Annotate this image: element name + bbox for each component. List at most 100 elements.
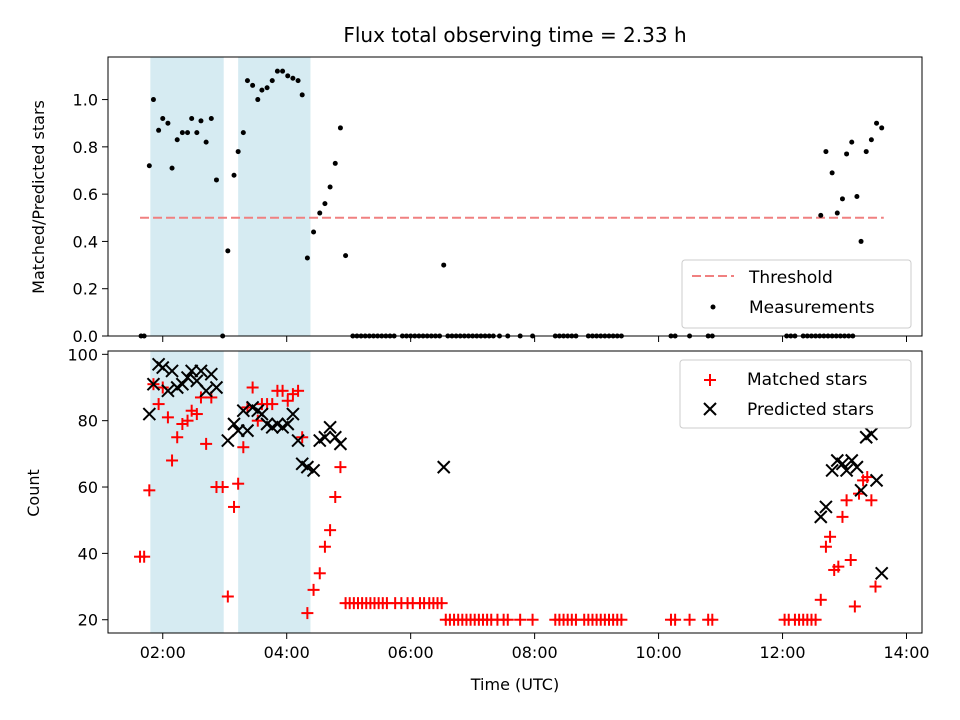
predicted-stars-point xyxy=(180,370,195,385)
y-tick-label: 0.0 xyxy=(73,327,98,346)
measurement-point xyxy=(231,172,237,178)
measurement-point xyxy=(189,115,195,121)
matched-stars-point xyxy=(138,550,151,563)
measurement-point xyxy=(179,130,185,136)
measurement-point xyxy=(854,194,860,199)
predicted-stars-point xyxy=(156,360,170,375)
predicted-stars-point xyxy=(869,473,884,488)
predicted-stars-point xyxy=(825,463,839,478)
matched-stars-point xyxy=(232,477,245,490)
matched-stars-point xyxy=(669,613,682,626)
matched-stars-point xyxy=(865,494,878,507)
measurement-point xyxy=(156,127,162,133)
matched-stars-point xyxy=(848,600,861,613)
matched-stars-point xyxy=(190,408,203,421)
measurement-point xyxy=(858,238,864,244)
count-panel: 20 40 60 80 100 02:00 04:00 06:00 08:00 10:00 12:… xyxy=(24,345,930,694)
legend-box xyxy=(681,259,912,329)
measurement-point xyxy=(823,149,829,155)
x-tick-label: 02:00 xyxy=(140,643,186,662)
y-tick-label: 40 xyxy=(78,544,98,563)
matched-stars-point xyxy=(819,540,832,553)
matched-stars-point xyxy=(221,590,234,603)
predicted-stars-point xyxy=(864,427,879,441)
measurement-point xyxy=(290,75,296,81)
legend-predicted-label: Predicted stars xyxy=(747,400,874,420)
matched-stars-point xyxy=(840,494,853,507)
measurement-point xyxy=(863,149,869,155)
predicted-stars-point xyxy=(437,460,451,474)
predicted-stars-point xyxy=(175,377,190,391)
x-axis-ticks xyxy=(162,336,908,342)
measurement-point xyxy=(244,78,250,84)
measurement-point xyxy=(441,262,447,268)
measurement-point xyxy=(146,163,152,169)
predicted-stars-point xyxy=(835,457,850,471)
matched-stars-point xyxy=(171,431,184,444)
measurement-point xyxy=(280,68,286,74)
measurement-point xyxy=(274,68,280,74)
y-tick-label: 0.2 xyxy=(73,280,98,299)
matched-stars-point xyxy=(329,490,342,503)
measurement-point xyxy=(194,130,200,136)
matched-stars-point xyxy=(318,540,331,553)
matched-stars-point xyxy=(216,481,229,494)
matched-stars-point xyxy=(276,384,289,397)
measurement-point xyxy=(208,115,214,121)
predicted-stars-point xyxy=(161,384,175,398)
matched-stars-point xyxy=(301,607,314,620)
x-tick-label: 06:00 xyxy=(388,643,434,662)
predicted-stars-point xyxy=(306,463,321,478)
measurement-point xyxy=(174,137,180,143)
matched-stars-point xyxy=(514,613,527,626)
legend-matched-swatch xyxy=(704,374,716,386)
matched-stars-point xyxy=(281,394,294,407)
measurement-point xyxy=(839,196,845,202)
x-tick-label: 04:00 xyxy=(264,643,310,662)
predicted-stars-point xyxy=(845,453,859,468)
measurement-point xyxy=(299,92,305,98)
plot-frame xyxy=(107,56,923,337)
matched-stars-point xyxy=(824,530,837,543)
predicted-stars-point xyxy=(142,407,157,421)
y-tick-label: 0.4 xyxy=(73,232,98,251)
predicted-stars-point xyxy=(165,364,179,378)
matched-stars-point xyxy=(313,567,326,580)
x-tick-label: 14:00 xyxy=(883,643,929,662)
predicted-stars-point xyxy=(318,430,332,444)
predicted-stars-point xyxy=(854,483,868,498)
matched-stars-point xyxy=(307,583,320,596)
legend-measurements-label: Measurements xyxy=(749,298,875,318)
measurement-point xyxy=(269,78,275,84)
shaded-span-0 xyxy=(150,351,224,633)
matched-stars-point xyxy=(194,391,207,404)
legend: Matched stars Predicted stars xyxy=(679,359,912,429)
measurement-point xyxy=(317,210,323,216)
measurement-point xyxy=(337,125,343,131)
y-tick-label: 0.6 xyxy=(73,185,98,204)
predicted-stars-point xyxy=(240,423,255,438)
measurement-point xyxy=(304,255,310,261)
measurement-point xyxy=(225,248,231,254)
measurement-point xyxy=(169,165,175,171)
measurement-point xyxy=(203,139,209,145)
predicted-stars-point xyxy=(281,417,295,431)
predicted-stars-point xyxy=(236,404,251,418)
measurement-point xyxy=(235,149,241,155)
plot-frame xyxy=(107,350,923,634)
measurement-point xyxy=(160,115,166,121)
matched-stars-point xyxy=(228,500,241,513)
predicted-stars-point xyxy=(333,437,348,451)
measurement-point xyxy=(322,201,328,207)
matched-stars-point xyxy=(156,381,169,394)
matched-stars-point xyxy=(152,398,165,411)
matched-stars-point xyxy=(844,554,857,567)
y-tick-label: 0.8 xyxy=(73,138,98,157)
matched-stars-point xyxy=(292,384,305,397)
x-tick-label: 12:00 xyxy=(759,643,805,662)
predicted-stars-point xyxy=(194,364,208,378)
matched-stars-point xyxy=(501,613,514,626)
matched-stars-point xyxy=(334,461,347,474)
measurement-point xyxy=(829,170,835,176)
